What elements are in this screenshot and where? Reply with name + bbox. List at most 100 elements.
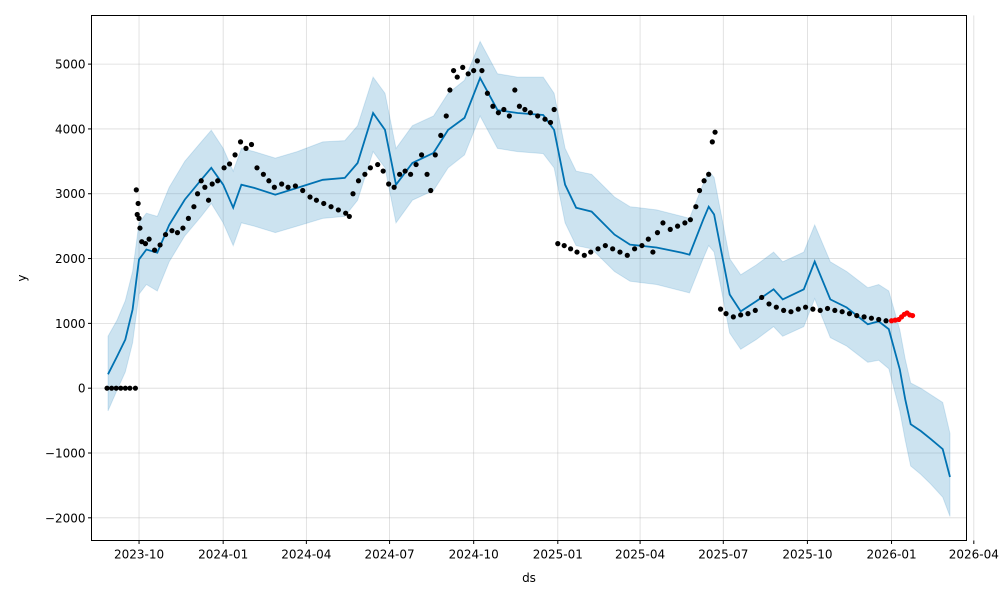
observed-point <box>313 197 320 203</box>
observed-point <box>674 223 681 229</box>
observed-point <box>355 178 362 184</box>
observed-point <box>443 113 449 119</box>
observed-point <box>788 309 794 315</box>
observed-point <box>832 307 838 314</box>
y-axis-label: y <box>15 274 29 281</box>
observed-point <box>292 183 298 189</box>
observed-point <box>883 318 889 324</box>
x-axis: 2023-10 2024-01 2024-04 2024-07 2024-10 2025-… <box>114 540 999 562</box>
observed-point <box>484 90 490 96</box>
observed-point <box>174 230 181 236</box>
observed-point <box>169 228 175 234</box>
observed-point <box>506 113 512 119</box>
observed-point <box>362 171 368 177</box>
observed-point <box>162 231 169 238</box>
observed-point <box>205 197 212 203</box>
observed-point <box>113 385 119 391</box>
observed-point <box>232 152 238 158</box>
observed-point <box>447 87 453 93</box>
observed-point <box>380 168 386 174</box>
observed-point <box>693 204 699 210</box>
observed-point <box>438 132 444 139</box>
observed-point <box>343 210 349 216</box>
observed-point <box>221 165 227 171</box>
observed-point <box>321 200 327 207</box>
observed-point <box>696 187 703 194</box>
y-tick-label: 2000 <box>55 252 86 266</box>
observed-point <box>335 207 341 213</box>
observed-point <box>839 309 845 315</box>
x-tick-label: 2023-10 <box>114 548 164 562</box>
x-tick-label: 2025-01 <box>533 548 583 562</box>
observed-point <box>285 184 291 190</box>
observed-point <box>413 161 419 168</box>
x-tick-label: 2025-04 <box>615 548 665 562</box>
observed-point <box>759 294 765 301</box>
observed-point <box>180 225 186 231</box>
y-tick-label: 4000 <box>55 122 86 136</box>
y-tick-label: 0 <box>78 382 86 396</box>
plot-frame <box>91 15 967 541</box>
observed-point <box>527 110 533 116</box>
y-tick-label: 5000 <box>55 58 86 72</box>
observed-point <box>861 314 867 320</box>
observed-point <box>738 312 744 318</box>
observed-point <box>137 225 143 231</box>
observed-point <box>479 67 485 74</box>
y-axis: −2000 −1000 0 1000 2000 3000 4000 5000 <box>45 58 92 525</box>
observed-point <box>454 74 460 80</box>
observed-point <box>418 152 425 158</box>
observed-point <box>516 103 522 109</box>
observed-point <box>501 106 507 113</box>
observed-point <box>271 184 277 190</box>
observed-point <box>568 246 574 252</box>
observed-point <box>142 241 149 247</box>
observed-point <box>350 191 356 197</box>
observed-point <box>610 246 616 252</box>
observed-point <box>876 316 882 323</box>
observed-point <box>136 215 142 221</box>
observed-point <box>624 252 630 258</box>
observed-point <box>555 241 561 247</box>
observed-point <box>781 307 787 314</box>
observed-point <box>248 141 255 148</box>
observed-point <box>460 64 466 70</box>
observed-point <box>574 249 580 255</box>
y-tick-label: −2000 <box>45 511 86 525</box>
observed-point <box>391 184 397 190</box>
observed-point <box>122 385 128 391</box>
observed-point <box>135 200 141 207</box>
observed-point <box>215 178 221 184</box>
x-axis-label: ds <box>522 571 536 585</box>
observed-point <box>300 187 306 194</box>
observed-point <box>730 314 736 320</box>
observed-point <box>375 161 381 168</box>
observed-point <box>367 165 373 171</box>
observed-point <box>490 103 496 109</box>
observed-point <box>424 171 430 177</box>
observed-point <box>802 304 809 310</box>
observed-point <box>535 113 541 119</box>
observed-point <box>402 168 408 174</box>
observed-point <box>687 217 693 223</box>
observed-point <box>474 58 480 64</box>
observed-point <box>198 178 204 184</box>
observed-point <box>824 305 831 312</box>
observed-point <box>773 304 779 310</box>
observed-point <box>191 204 197 210</box>
observed-point <box>386 181 392 187</box>
observed-point <box>471 67 477 74</box>
observed-point <box>712 129 718 135</box>
observed-point <box>667 226 673 232</box>
observed-point <box>260 171 266 177</box>
observed-point <box>465 71 471 77</box>
observed-point <box>194 191 201 197</box>
observed-point <box>512 87 518 93</box>
observed-point <box>202 184 208 190</box>
observed-point <box>133 187 139 193</box>
observed-point <box>495 110 501 116</box>
observed-point <box>602 242 608 249</box>
observed-point <box>243 145 249 151</box>
observed-point <box>226 161 233 167</box>
